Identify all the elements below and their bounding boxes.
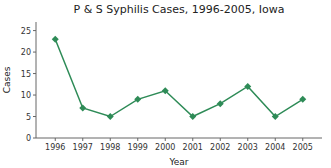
x-tick-label: 2001: [183, 143, 203, 152]
x-tick: [165, 138, 166, 141]
y-tick-label: 0: [26, 134, 31, 143]
y-tick-label: 25: [21, 27, 31, 36]
x-tick: [275, 138, 276, 141]
plot-area: [52, 36, 307, 120]
marker: [52, 36, 59, 43]
x-tick-label: 1998: [100, 143, 120, 152]
y-tick: [33, 138, 36, 139]
y-tick: [33, 30, 36, 31]
title: P & S Syphilis Cases, 1996-2005, Iowa: [74, 3, 285, 16]
line: [55, 39, 303, 116]
x-tick-label: 2002: [210, 143, 230, 152]
marker: [79, 104, 86, 111]
marker: [217, 100, 224, 107]
x-tick: [55, 138, 56, 141]
marker: [134, 96, 141, 103]
y-tick-label: 20: [21, 48, 31, 57]
y-axis-line: [36, 22, 37, 138]
marker: [189, 113, 196, 120]
x-tick: [82, 138, 83, 141]
x-tick: [110, 138, 111, 141]
y-tick-label: 10: [21, 91, 31, 100]
x-tick-label: 2003: [238, 143, 258, 152]
y-tick: [33, 52, 36, 53]
x-tick: [220, 138, 221, 141]
x-tick-label: 1997: [73, 143, 93, 152]
y-tick-label: 15: [21, 70, 31, 79]
marker: [244, 83, 251, 90]
y-tick: [33, 95, 36, 96]
chart: P & S Syphilis Cases, 1996-2005, Iowa 0 5 1…: [0, 0, 331, 168]
x-tick-label: 2004: [265, 143, 285, 152]
y-tick: [33, 73, 36, 74]
x-tick: [192, 138, 193, 141]
marker: [107, 113, 114, 120]
x-axis-line: [36, 138, 322, 139]
x-tick: [247, 138, 248, 141]
x-axis-label: Year: [168, 157, 188, 167]
x-tick: [302, 138, 303, 141]
y-tick-label: 5: [26, 113, 31, 122]
y-tick: [33, 116, 36, 117]
x-tick: [137, 138, 138, 141]
x-tick-label: 2000: [155, 143, 175, 152]
marker: [272, 113, 279, 120]
marker: [162, 87, 169, 94]
marker: [299, 96, 306, 103]
x-tick-label: 1996: [45, 143, 65, 152]
y-axis-label: Cases: [2, 66, 12, 93]
x-tick-label: 2005: [293, 143, 313, 152]
x-tick-label: 1999: [128, 143, 148, 152]
